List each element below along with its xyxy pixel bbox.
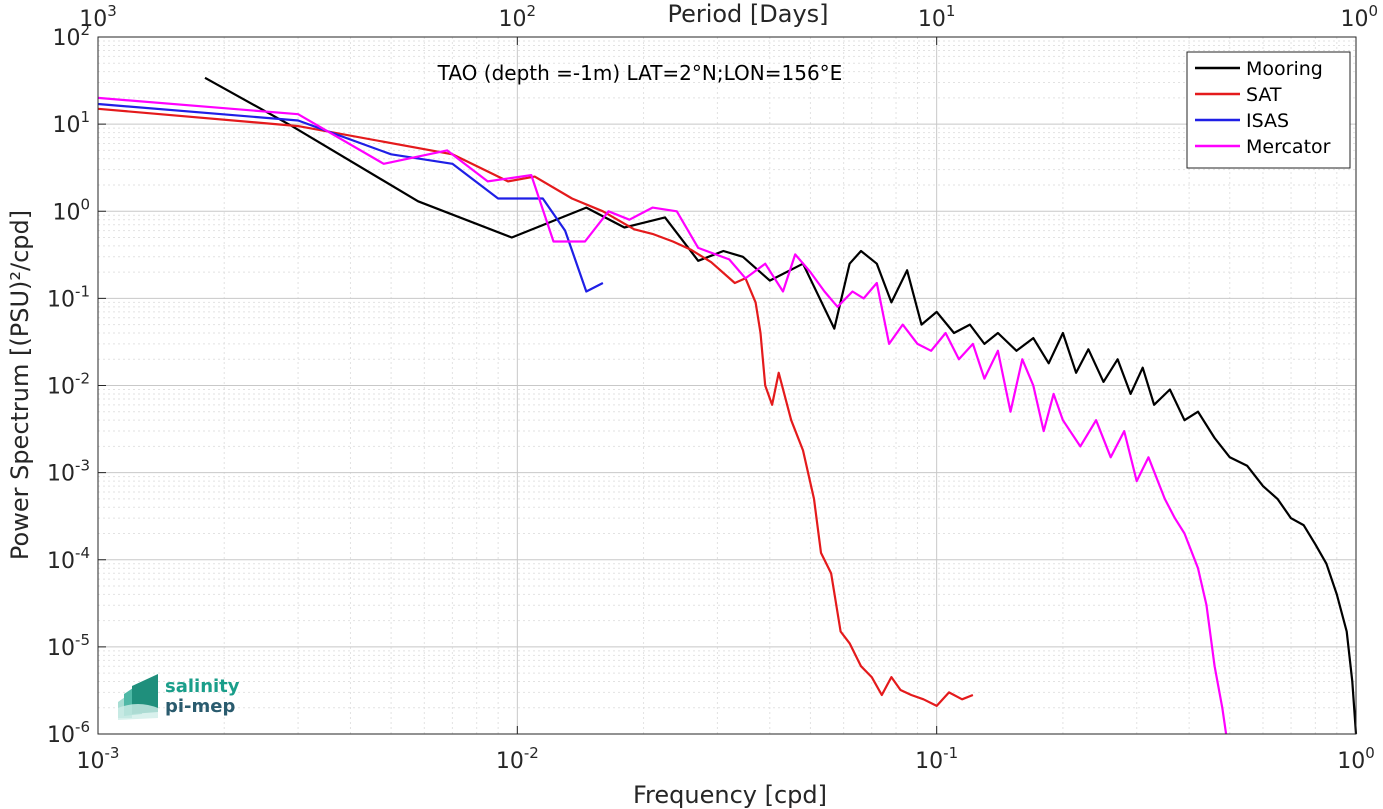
- x-tick-label: 100: [1337, 744, 1375, 774]
- x-tick-label: 10-1: [915, 744, 958, 774]
- top-tick-label: 100: [1340, 2, 1378, 32]
- series-line-sat: [97, 107, 974, 707]
- legend-box: [1186, 51, 1351, 169]
- top-tick-label: 101: [918, 2, 956, 32]
- legend: Mooring SAT ISAS Mercator: [1186, 51, 1351, 169]
- y-tick-label: 10-4: [47, 544, 90, 574]
- y-tick-label: 10-2: [47, 370, 90, 400]
- top-tick-label: 102: [499, 2, 537, 32]
- legend-label-mercator: Mercator: [1246, 136, 1331, 158]
- x-tick-label: 10-3: [77, 744, 120, 774]
- y-axis-title: Power Spectrum [(PSU)²/cpd]: [6, 210, 34, 560]
- x-axis-title: Frequency [cpd]: [633, 781, 827, 809]
- legend-label-mooring: Mooring: [1246, 58, 1323, 80]
- logo-text-pi-mep: pi-mep: [165, 696, 235, 717]
- top-tick-label: 103: [79, 2, 117, 32]
- logo-text-salinity: salinity: [165, 676, 240, 697]
- y-tick-label: 10-5: [47, 631, 90, 661]
- y-tick-label: 10-3: [47, 457, 90, 487]
- y-tick-label: 10-1: [47, 282, 90, 312]
- legend-label-sat: SAT: [1246, 84, 1282, 106]
- chart-title: TAO (depth =-1m) LAT=2°N;LON=156°E: [437, 61, 843, 85]
- x-tick-label: 10-2: [496, 744, 539, 774]
- y-tick-label: 102: [52, 21, 90, 51]
- series-line-mercator: [97, 96, 1228, 735]
- series-line-mooring: [204, 76, 1358, 735]
- y-tick-label: 10-6: [47, 718, 90, 748]
- logo-icon: [118, 674, 158, 720]
- salinity-pi-mep-logo: salinity pi-mep: [118, 674, 240, 720]
- y-tick-label: 101: [52, 108, 90, 138]
- series-group: [97, 76, 1358, 735]
- top-axis-title: Period [Days]: [667, 0, 828, 28]
- y-tick-label: 100: [52, 195, 90, 225]
- legend-label-isas: ISAS: [1246, 110, 1289, 132]
